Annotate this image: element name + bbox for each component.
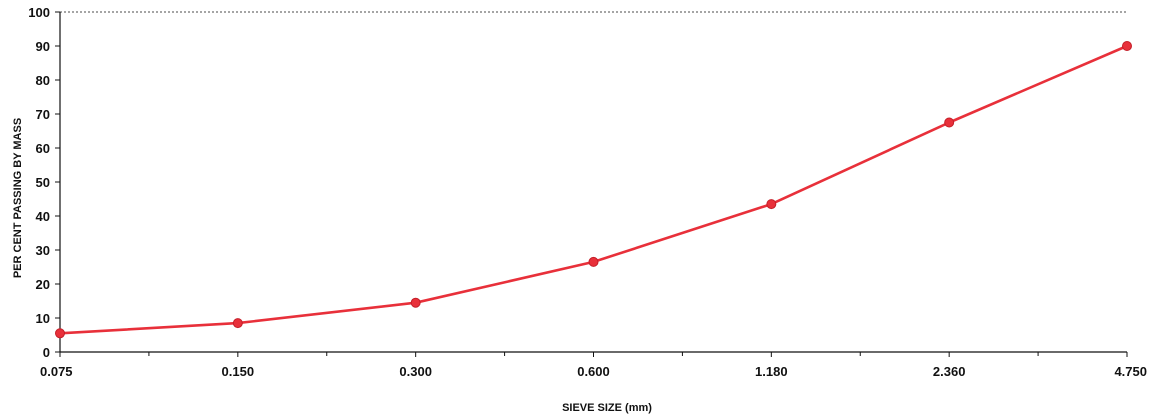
y-axis-ticks: 0 10 20 30 40 50 60 70 80 90 100 bbox=[28, 5, 60, 360]
y-tick-label: 10 bbox=[36, 311, 50, 326]
series-line bbox=[59, 44, 1128, 335]
y-tick-label: 70 bbox=[36, 107, 50, 122]
y-axis-title: PER CENT PASSING BY MASS bbox=[12, 118, 24, 278]
y-tick-label: 100 bbox=[28, 5, 50, 20]
x-axis-title: SIEVE SIZE (mm) bbox=[562, 402, 652, 414]
x-tick-label: 0.075 bbox=[40, 364, 73, 379]
data-point bbox=[944, 117, 955, 128]
x-axis-ticks: 0.075 0.150 0.300 0.600 1.180 2.360 4.750 bbox=[40, 352, 1147, 379]
data-point bbox=[588, 256, 599, 267]
x-tick-label: 1.180 bbox=[755, 364, 788, 379]
y-tick-label: 20 bbox=[36, 277, 50, 292]
y-tick-label: 40 bbox=[36, 209, 50, 224]
data-point bbox=[1122, 41, 1132, 51]
data-point bbox=[766, 199, 777, 210]
y-tick-label: 30 bbox=[36, 243, 50, 258]
y-tick-label: 0 bbox=[43, 345, 50, 360]
series-layer bbox=[55, 41, 1132, 339]
y-tick-label: 50 bbox=[36, 175, 50, 190]
x-tick-label: 4.750 bbox=[1114, 364, 1147, 379]
data-point bbox=[55, 328, 65, 339]
y-tick-label: 80 bbox=[36, 73, 50, 88]
data-point bbox=[232, 318, 243, 329]
y-tick-label: 60 bbox=[36, 141, 50, 156]
x-tick-label: 0.150 bbox=[222, 364, 255, 379]
y-tick-label: 90 bbox=[36, 39, 50, 54]
x-tick-label: 2.360 bbox=[933, 364, 966, 379]
data-point bbox=[410, 297, 421, 308]
axes bbox=[59, 11, 1127, 353]
x-tick-label: 0.600 bbox=[577, 364, 610, 379]
x-tick-label: 0.300 bbox=[399, 364, 432, 379]
